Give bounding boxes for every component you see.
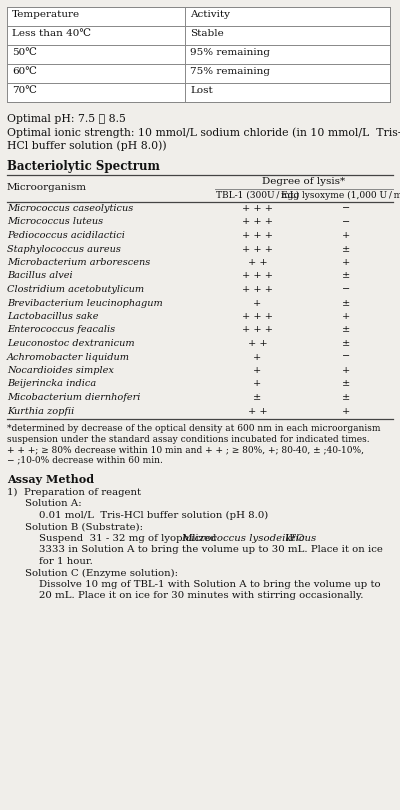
Text: 1)  Preparation of reagent: 1) Preparation of reagent	[7, 488, 141, 497]
Text: +: +	[342, 407, 351, 416]
Text: +: +	[342, 258, 351, 267]
Text: Assay Method: Assay Method	[7, 474, 94, 485]
Text: Brevibacterium leucinophagum: Brevibacterium leucinophagum	[7, 299, 163, 308]
Text: −: −	[342, 285, 350, 294]
Text: Microbacterium arborescens: Microbacterium arborescens	[7, 258, 150, 267]
Text: +: +	[342, 312, 351, 321]
Text: Optimal ionic strength: 10 mmol/L sodium chloride (in 10 mmol/L  Tris-: Optimal ionic strength: 10 mmol/L sodium…	[7, 127, 400, 138]
Text: suspension under the standard assay conditions incubated for indicated times.: suspension under the standard assay cond…	[7, 434, 370, 444]
Text: Stable: Stable	[190, 29, 224, 38]
Text: Staphylococcus aureus: Staphylococcus aureus	[7, 245, 121, 254]
Text: Enterococcus feacalis: Enterococcus feacalis	[7, 326, 115, 335]
Text: Bacteriolytic Spectrum: Bacteriolytic Spectrum	[7, 160, 160, 173]
Text: IFO: IFO	[282, 534, 305, 543]
Text: −: −	[342, 204, 350, 213]
Text: Microorganism: Microorganism	[7, 183, 87, 192]
Text: + + +: + + +	[242, 326, 273, 335]
Text: ±: ±	[342, 380, 351, 389]
Text: Achromobacter liquidum: Achromobacter liquidum	[7, 352, 130, 361]
Text: +: +	[342, 231, 351, 240]
Text: *determined by decrease of the optical density at 600 nm in each microorganism: *determined by decrease of the optical d…	[7, 424, 380, 433]
Text: HCl buffer solution (pH 8.0)): HCl buffer solution (pH 8.0))	[7, 140, 167, 151]
Text: + +: + +	[248, 407, 267, 416]
Text: 60℃: 60℃	[12, 67, 37, 76]
Text: 3333 in Solution A to bring the volume up to 30 mL. Place it on ice: 3333 in Solution A to bring the volume u…	[39, 545, 383, 555]
Text: Activity: Activity	[190, 10, 230, 19]
Text: Beijerincka indica: Beijerincka indica	[7, 380, 96, 389]
Text: + + +: + + +	[242, 285, 273, 294]
Text: + + +: + + +	[242, 312, 273, 321]
Text: ±: ±	[342, 245, 351, 254]
Text: Lost: Lost	[190, 86, 213, 95]
Text: 75% remaining: 75% remaining	[190, 67, 270, 76]
Text: Micrococcus lysodeikticus: Micrococcus lysodeikticus	[181, 534, 316, 543]
Text: + +: + +	[248, 258, 267, 267]
Text: + + +: + + +	[242, 218, 273, 227]
Text: Micrococcus caseolyticus: Micrococcus caseolyticus	[7, 204, 133, 213]
Text: + + +; ≥ 80% decrease within 10 min and + + ; ≥ 80%, +; 80-40, ± ;40-10%,: + + +; ≥ 80% decrease within 10 min and …	[7, 445, 364, 454]
Text: +: +	[342, 366, 351, 375]
Text: − ;10-0% decrease within 60 min.: − ;10-0% decrease within 60 min.	[7, 455, 163, 464]
Text: −: −	[342, 352, 350, 361]
Text: Solution B (Substrate):: Solution B (Substrate):	[25, 522, 143, 531]
Text: Nocardioides simplex: Nocardioides simplex	[7, 366, 114, 375]
Text: 70℃: 70℃	[12, 86, 37, 95]
Text: 50℃: 50℃	[12, 48, 37, 57]
Text: Micobacterium diernhoferi: Micobacterium diernhoferi	[7, 393, 140, 402]
Text: ±: ±	[342, 393, 351, 402]
Text: Solution A:: Solution A:	[25, 500, 82, 509]
Text: Leuconostoc dextranicum: Leuconostoc dextranicum	[7, 339, 135, 348]
Text: −: −	[342, 218, 350, 227]
Text: Degree of lysis*: Degree of lysis*	[262, 177, 346, 186]
Text: Lactobacillus sake: Lactobacillus sake	[7, 312, 98, 321]
Text: 95% remaining: 95% remaining	[190, 48, 270, 57]
Text: Pediococcus acidilactici: Pediococcus acidilactici	[7, 231, 125, 240]
Text: + + +: + + +	[242, 204, 273, 213]
Text: Solution C (Enzyme solution):: Solution C (Enzyme solution):	[25, 569, 178, 578]
Text: Temperature: Temperature	[12, 10, 80, 19]
Text: Kurthia zopfii: Kurthia zopfii	[7, 407, 74, 416]
Text: 20 mL. Place it on ice for 30 minutes with stirring occasionally.: 20 mL. Place it on ice for 30 minutes wi…	[39, 591, 364, 600]
Text: ±: ±	[342, 326, 351, 335]
Text: ±: ±	[342, 271, 351, 280]
Text: 0.01 mol/L  Tris-HCl buffer solution (pH 8.0): 0.01 mol/L Tris-HCl buffer solution (pH …	[39, 511, 268, 520]
Text: Micrococcus luteus: Micrococcus luteus	[7, 218, 103, 227]
Text: Suspend  31 - 32 mg of lyophilized: Suspend 31 - 32 mg of lyophilized	[39, 534, 220, 543]
Text: + +: + +	[248, 339, 267, 348]
Text: TBL-1 (300U / mL): TBL-1 (300U / mL)	[216, 191, 299, 200]
Text: Dissolve 10 mg of TBL-1 with Solution A to bring the volume up to: Dissolve 10 mg of TBL-1 with Solution A …	[39, 580, 381, 589]
Text: ±: ±	[253, 393, 262, 402]
Text: +: +	[253, 380, 262, 389]
Text: Less than 40℃: Less than 40℃	[12, 29, 91, 38]
Text: Bacillus alvei: Bacillus alvei	[7, 271, 73, 280]
Text: Egg lysoxyme (1,000 U / mL): Egg lysoxyme (1,000 U / mL)	[281, 191, 400, 200]
Text: + + +: + + +	[242, 271, 273, 280]
Bar	[7, 7, 390, 102]
Text: for 1 hour.: for 1 hour.	[39, 557, 93, 566]
Text: Optimal pH: 7.5 ～ 8.5: Optimal pH: 7.5 ～ 8.5	[7, 114, 126, 124]
Text: Clostridium acetobutylicum: Clostridium acetobutylicum	[7, 285, 144, 294]
Text: + + +: + + +	[242, 231, 273, 240]
Text: ±: ±	[342, 339, 351, 348]
Text: + + +: + + +	[242, 245, 273, 254]
Text: +: +	[253, 366, 262, 375]
Text: +: +	[253, 299, 262, 308]
Text: +: +	[253, 352, 262, 361]
Text: ±: ±	[342, 299, 351, 308]
